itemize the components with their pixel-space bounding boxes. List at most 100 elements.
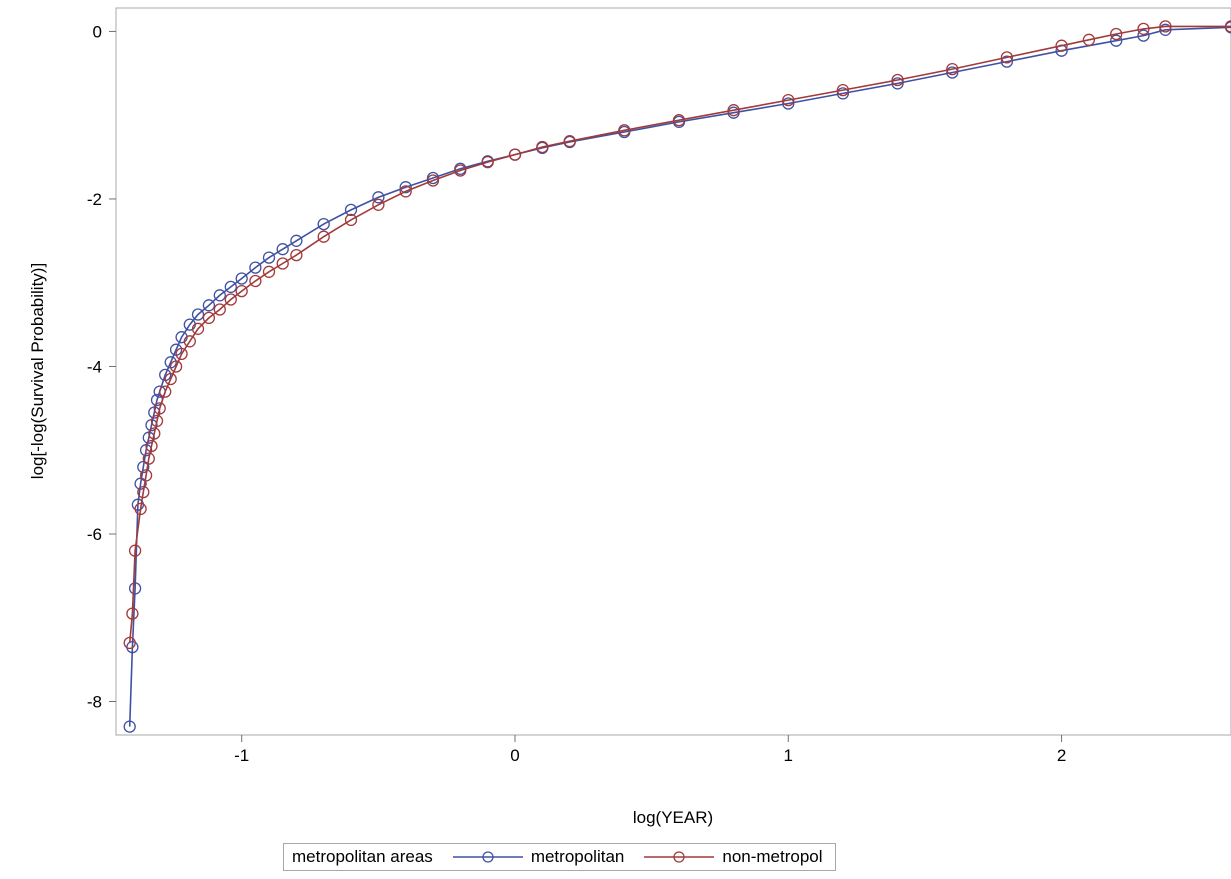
data-point-non-metropol xyxy=(1000,51,1014,64)
legend-label-metropolitan: metropolitan xyxy=(530,847,625,866)
data-point-non-metropol xyxy=(262,265,276,278)
data-point-metropolitan xyxy=(290,234,303,247)
data-point-metropolitan xyxy=(249,261,262,274)
data-point-non-metropol xyxy=(134,502,147,516)
data-point-metropolitan xyxy=(1110,34,1123,47)
y-tick-label: 0 xyxy=(93,22,102,41)
data-point-metropolitan xyxy=(235,272,248,285)
y-axis-label: log[-log(Survival Probability)] xyxy=(28,263,47,479)
data-point-non-metropol xyxy=(169,360,183,373)
y-tick-label: -4 xyxy=(87,357,102,376)
data-point-non-metropol xyxy=(426,174,440,187)
x-axis-ticks: -1 0 1 2 xyxy=(234,735,1066,765)
y-tick-label: -2 xyxy=(87,190,102,209)
data-point-non-metropol xyxy=(153,402,166,415)
x-tick-label: 0 xyxy=(510,746,519,765)
data-point-non-metropol xyxy=(563,135,576,148)
data-point-metropolitan xyxy=(262,251,276,264)
data-point-non-metropol xyxy=(137,485,150,499)
legend-item-non-metropol: non-metropol xyxy=(624,847,823,867)
data-point-non-metropol xyxy=(344,213,358,227)
data-point-non-metropol xyxy=(536,140,549,154)
data-point-metropolitan xyxy=(1000,55,1014,68)
data-point-non-metropol xyxy=(836,83,850,97)
data-point-metropolitan xyxy=(1137,29,1150,42)
data-point-non-metropol xyxy=(891,73,904,87)
data-point-non-metropol xyxy=(175,347,188,361)
data-point-metropolitan xyxy=(213,289,226,302)
data-point-metropolitan xyxy=(128,582,142,595)
data-point-metropolitan xyxy=(224,280,237,294)
data-point-metropolitan xyxy=(836,87,850,100)
data-point-metropolitan xyxy=(137,460,150,474)
data-point-non-metropol xyxy=(150,414,164,428)
legend-swatch-metropolitan xyxy=(452,851,523,863)
legend-swatch-non-metropol xyxy=(644,851,715,863)
plot-frame xyxy=(115,7,1231,736)
x-tick-label: -1 xyxy=(234,746,249,765)
data-point-non-metropol xyxy=(126,607,139,620)
data-point-metropolitan xyxy=(372,191,385,204)
data-point-non-metropol xyxy=(290,248,303,262)
data-point-metropolitan xyxy=(782,97,795,110)
data-point-non-metropol xyxy=(1110,27,1123,41)
data-point-non-metropol xyxy=(672,114,686,127)
data-point-non-metropol xyxy=(191,322,205,335)
data-point-non-metropol xyxy=(213,303,226,316)
data-point-non-metropol xyxy=(183,335,196,348)
x-tick-label: 1 xyxy=(784,746,793,765)
data-point-non-metropol xyxy=(145,439,158,453)
series-line-metropolitan xyxy=(128,26,1231,727)
data-point-non-metropol xyxy=(508,148,522,161)
data-point-non-metropol xyxy=(139,469,153,482)
data-point-non-metropol xyxy=(224,293,237,306)
data-point-metropolitan xyxy=(134,477,147,490)
legend: metropolitan areas metropolitan non-metr… xyxy=(283,843,836,871)
data-point-non-metropol xyxy=(159,385,172,398)
data-point-non-metropol xyxy=(1082,33,1096,46)
data-point-non-metropol xyxy=(1055,39,1068,52)
data-point-metropolitan xyxy=(317,217,330,231)
data-point-metropolitan xyxy=(344,203,358,217)
data-point-non-metropol xyxy=(235,284,248,298)
data-point-non-metropol xyxy=(946,62,959,76)
data-point-non-metropol xyxy=(148,427,161,440)
data-point-non-metropol xyxy=(164,372,177,386)
data-point-metropolitan xyxy=(191,308,205,321)
data-point-non-metropol xyxy=(128,544,142,557)
data-point-non-metropol xyxy=(454,164,467,177)
data-point-metropolitan xyxy=(891,77,904,90)
legend-label-non-metropol: non-metropol xyxy=(722,847,823,866)
data-point-non-metropol xyxy=(372,198,385,211)
data-point-non-metropol xyxy=(249,274,262,288)
data-point-non-metropol xyxy=(1159,20,1172,33)
series-non-metropol xyxy=(123,20,1231,650)
data-point-non-metropol xyxy=(123,636,136,650)
y-tick-label: -6 xyxy=(87,525,102,544)
data-point-non-metropol xyxy=(782,93,795,107)
data-point-metropolitan xyxy=(946,66,959,79)
data-point-metropolitan xyxy=(202,299,216,312)
plot-area xyxy=(123,20,1231,733)
legend-item-metropolitan: metropolitan xyxy=(433,847,625,867)
data-point-non-metropol xyxy=(202,311,216,325)
data-point-non-metropol xyxy=(727,104,740,117)
data-point-non-metropol xyxy=(1224,20,1231,33)
data-point-non-metropol xyxy=(276,257,289,270)
y-tick-label: -8 xyxy=(87,692,102,711)
data-point-metropolitan xyxy=(1159,23,1172,36)
x-tick-label: 2 xyxy=(1057,746,1066,765)
data-point-non-metropol xyxy=(142,452,155,465)
data-point-non-metropol xyxy=(1137,22,1150,36)
x-axis-label: log(YEAR) xyxy=(633,808,713,827)
data-point-metropolitan xyxy=(276,243,289,256)
series-line-non-metropol xyxy=(128,25,1231,643)
data-point-metropolitan xyxy=(399,181,412,194)
data-point-non-metropol xyxy=(481,155,494,169)
y-axis-ticks: 0 -2 -4 -6 -8 xyxy=(87,22,116,711)
legend-title: metropolitan areas xyxy=(292,847,433,866)
data-point-non-metropol xyxy=(399,185,412,198)
data-point-non-metropol xyxy=(618,124,631,137)
data-point-non-metropol xyxy=(317,230,330,243)
